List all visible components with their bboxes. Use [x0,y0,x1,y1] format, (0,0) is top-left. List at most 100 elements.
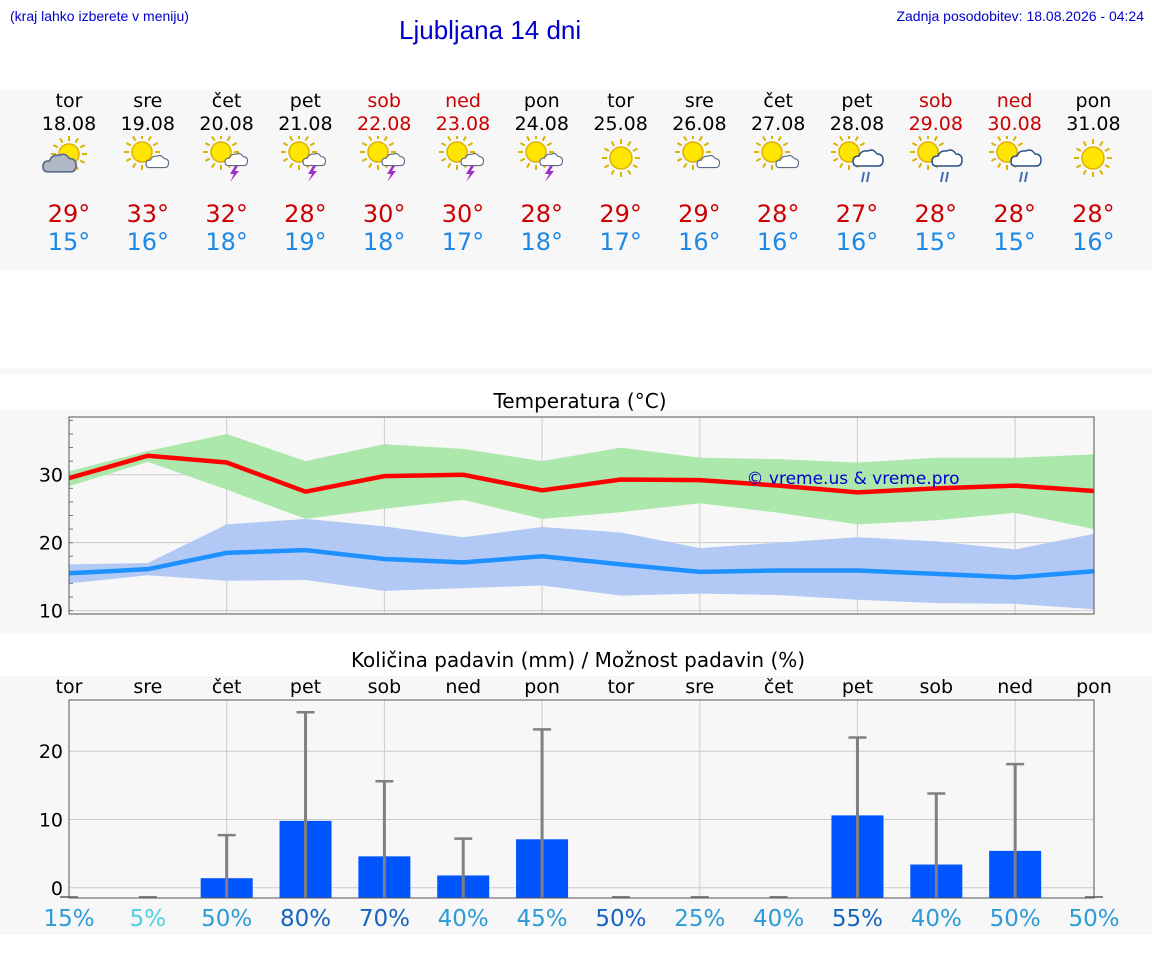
day-name: pon [523,90,560,112]
min-temperature: 18° [520,228,564,256]
day-name: čet [211,90,242,112]
category-label: sre [685,676,714,698]
category-label: sob [920,676,954,698]
precipitation-probability: 40% [438,906,489,932]
max-temperature: 32° [205,200,248,228]
max-temperature-line [68,453,1095,495]
sun-cloud-rain-icon [985,134,1045,200]
category-label: pet [290,676,321,698]
day-name: ned [445,90,481,112]
sun-icon [591,136,651,200]
min-temperature-line [68,547,1095,580]
day-date: 31.08 [1066,113,1121,135]
y-tick-label: 20 [39,741,63,763]
day-date: 18.08 [41,113,97,135]
plot-border [68,699,1095,899]
plot-border [68,416,1095,615]
day-date: 26.08 [672,113,727,135]
max-temperature: 28° [284,200,327,228]
menu-hint: (kraj lahko izberete v meniju) [10,8,189,24]
last-updated: Zadnja posodobitev: 18.08.2026 - 04:24 [896,8,1144,24]
min-temperature: 15° [47,228,91,256]
chart-title: Temperatura (°C) [492,389,666,413]
max-temperature: 30° [441,200,485,228]
min-temperature: 16° [126,228,170,256]
max-temperature: 28° [993,200,1036,228]
day-name: sob [919,90,953,112]
min-temperature: 15° [914,228,958,256]
sun-thunderstorm-icon [275,134,335,200]
y-tick-label: 30 [39,465,63,487]
precipitation-probability: 45% [517,906,568,932]
precipitation-probability: 15% [43,906,94,932]
day-name: tor [607,90,635,112]
precipitation-probability: 5% [130,906,167,932]
day-date: 25.08 [593,113,648,135]
day-date: 24.08 [514,113,569,135]
min-temperature: 17° [599,228,642,256]
day-name: sob [367,90,401,112]
partly-cloudy-icon [39,136,99,200]
day-date: 29.08 [908,113,963,135]
sun-thunderstorm-icon [197,134,257,200]
max-temperature: 29° [599,200,642,228]
y-tick-label: 20 [39,533,63,555]
day-date: 30.08 [987,113,1042,135]
precipitation-probability: 70% [359,906,410,932]
min-temperature: 17° [441,228,485,256]
min-temperature-range-band [69,518,1094,610]
max-temperature-range-band [69,433,1094,530]
min-temperature: 16° [1072,228,1115,256]
day-date: 20.08 [199,113,254,135]
day-name: sre [684,90,714,112]
sun-thunderstorm-icon [354,134,414,200]
max-temperature: 29° [678,200,721,228]
day-name: sre [133,90,163,112]
precipitation-probability: 25% [674,906,725,932]
day-date: 27.08 [750,113,806,135]
category-label: čet [212,676,242,698]
min-temperature: 19° [284,228,327,256]
precipitation-probability: 50% [595,906,646,932]
day-name: tor [55,90,83,112]
category-label: pet [842,676,873,698]
min-temperature: 16° [678,228,721,256]
max-temperature: 28° [756,200,800,228]
category-label: ned [997,676,1033,698]
max-temperature: 28° [914,200,958,228]
max-temperature: 30° [362,200,406,228]
category-label: tor [56,676,83,698]
precipitation-probability: 40% [911,906,962,932]
day-name: pon [1075,90,1112,112]
precipitation-probability: 50% [990,906,1041,932]
sun-thunderstorm-icon [433,134,493,200]
watermark: © vreme.us & vreme.pro [746,469,959,489]
precipitation-probability: 50% [201,906,252,932]
max-temperature: 29° [47,200,91,228]
day-name: pet [841,90,873,112]
category-label: pon [524,676,560,698]
max-temperature: 28° [520,200,564,228]
precipitation-probability: 55% [832,906,883,932]
sun-small-cloud-icon [669,134,729,200]
day-name: pet [289,90,321,112]
chart-title: Količina padavin (mm) / Možnost padavin … [351,648,805,672]
category-label: pon [1076,676,1112,698]
precipitation-probability: 50% [1068,906,1119,932]
sun-small-cloud-icon [118,134,178,200]
min-temperature: 18° [362,228,406,256]
min-temperature: 15° [993,228,1036,256]
day-date: 28.08 [829,113,885,135]
precipitation-probability: 40% [753,906,804,932]
min-temperature: 18° [205,228,248,256]
category-label: ned [445,676,481,698]
day-name: ned [996,90,1033,112]
sun-icon [1063,136,1123,200]
temperature-panel [0,368,1152,374]
min-temperature: 16° [756,228,800,256]
y-tick-label: 10 [39,809,63,831]
day-date: 23.08 [435,113,491,135]
day-date: 21.08 [278,113,333,135]
